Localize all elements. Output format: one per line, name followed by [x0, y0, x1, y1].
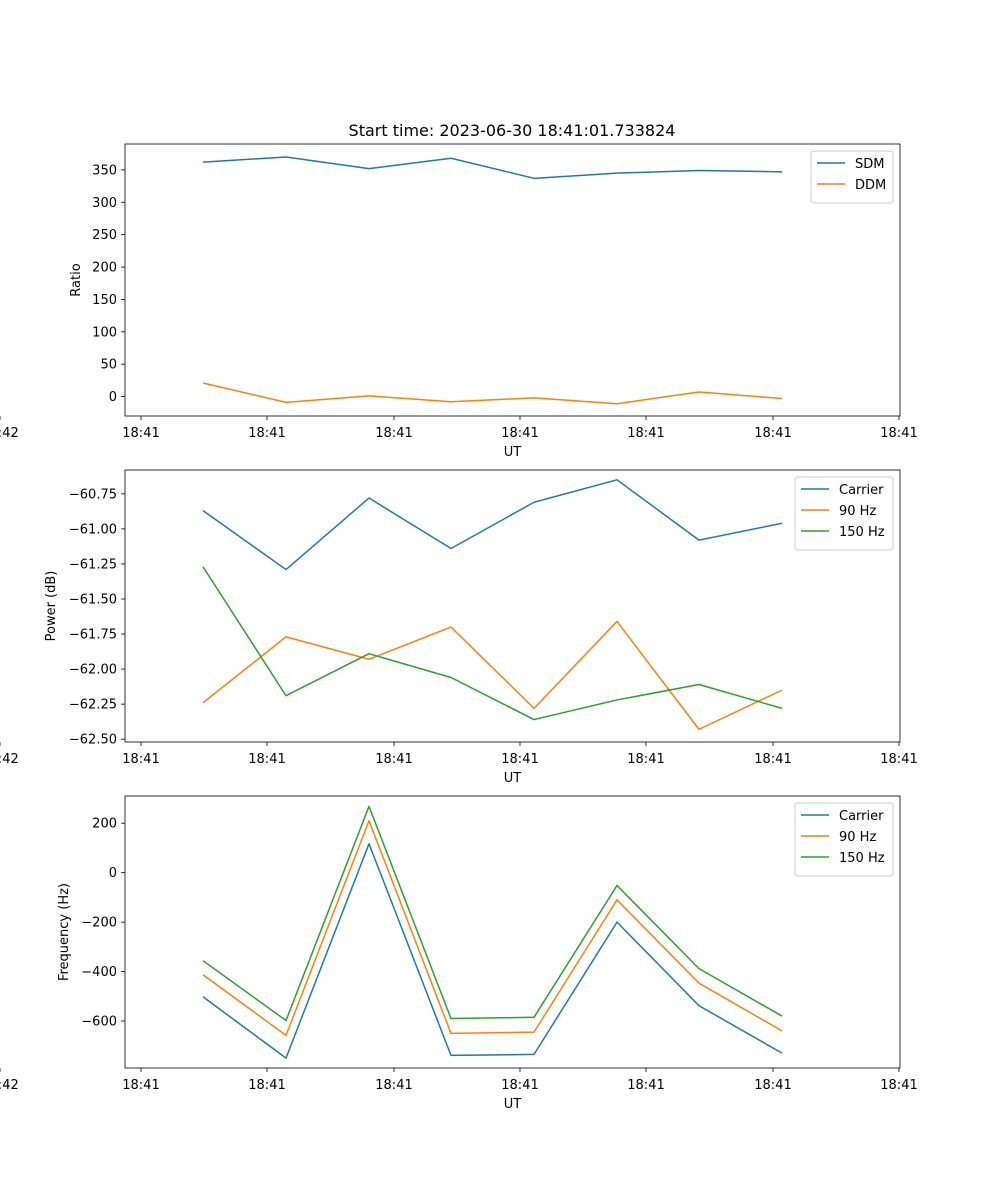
axes-frame — [124, 795, 901, 1069]
series-line-150-hz — [202, 566, 783, 721]
series-line-ddm — [202, 382, 783, 405]
legend-entry: 150 Hz — [839, 851, 885, 866]
y-tick-label: 350 — [92, 163, 117, 178]
y-tick-label: −62.25 — [69, 698, 117, 713]
legend-entry: 150 Hz — [839, 525, 885, 540]
figure-title: Start time: 2023-06-30 18:41:01.733824 — [349, 121, 676, 140]
x-tick-label: 18:41 — [880, 1078, 917, 1093]
x-tick-label: 18:41 — [248, 1078, 285, 1093]
x-tick-label: 18:41 — [501, 752, 538, 767]
y-tick-label: −60.75 — [69, 487, 117, 502]
y-tick-label: 100 — [92, 325, 117, 340]
y-tick-label: −61.50 — [69, 592, 117, 607]
x-tick-label: 18:41 — [880, 752, 917, 767]
legend-entry: 90 Hz — [839, 830, 876, 845]
series-line-90-hz — [202, 620, 783, 731]
x-axis-label: UT — [504, 445, 522, 460]
x-tick-label: 18:41 — [501, 1078, 538, 1093]
x-tick-label: 18:41 — [754, 752, 791, 767]
y-tick-label: 200 — [92, 261, 117, 276]
y-tick-label: 0 — [109, 866, 117, 881]
y-tick-label: 200 — [92, 817, 117, 832]
series-line-carrier — [202, 479, 783, 571]
legend-entry: 90 Hz — [839, 504, 876, 519]
series-line-carrier — [202, 842, 783, 1059]
y-tick-label: −400 — [81, 965, 117, 980]
x-tick-label: 18:41 — [248, 426, 285, 441]
legend-entry: Carrier — [839, 809, 884, 824]
x-tick-label: 18:41 — [627, 752, 664, 767]
y-axis-label: Frequency (Hz) — [57, 883, 72, 981]
x-tick-label: 18:41 — [501, 426, 538, 441]
x-tick-label: 18:41 — [122, 426, 159, 441]
x-axis-label: UT — [504, 1097, 522, 1112]
x-tick-label: 18:41 — [754, 1078, 791, 1093]
x-tick-label: 18:41 — [375, 752, 412, 767]
x-tick-label: 18:41 — [627, 426, 664, 441]
x-axis-label: UT — [504, 771, 522, 786]
legend-entry: DDM — [855, 178, 886, 193]
subplot-2: 18:41 18:41 18:41 18:41 18:41 18:41 18:41 18:42… — [0, 469, 918, 786]
x-tick-label: 18:41 — [880, 426, 917, 441]
series-line-sdm — [202, 156, 783, 180]
y-tick-label: −600 — [81, 1015, 117, 1030]
y-axis-label: Ratio — [69, 263, 84, 296]
y-axis-label: Power (dB) — [44, 571, 59, 642]
y-tick-label: −200 — [81, 916, 117, 931]
x-tick-label: 18:42 — [0, 752, 19, 767]
legend: SDM DDM — [810, 150, 894, 204]
x-tick-label: 18:42 — [0, 426, 19, 441]
series-line-150-hz — [202, 805, 783, 1022]
x-tick-label: 18:41 — [248, 752, 285, 767]
x-tick-label: 18:41 — [627, 1078, 664, 1093]
x-tick-label: 18:41 — [754, 426, 791, 441]
x-tick-label: 18:41 — [375, 426, 412, 441]
y-tick-label: 300 — [92, 196, 117, 211]
y-tick-label: −61.75 — [69, 628, 117, 643]
y-tick-label: 150 — [92, 293, 117, 308]
y-tick-label: 250 — [92, 228, 117, 243]
subplot-1: 18:41 18:41 18:41 18:41 18:41 18:41 18:41 18:42… — [0, 143, 918, 460]
x-tick-label: 18:42 — [0, 1078, 19, 1093]
x-tick-label: 18:41 — [122, 752, 159, 767]
subplots: 18:41 18:41 18:41 18:41 18:41 18:41 18:41 18:42… — [0, 143, 918, 1112]
y-tick-label: −62.50 — [69, 733, 117, 748]
axes-frame — [124, 143, 901, 417]
y-tick-label: −62.00 — [69, 663, 117, 678]
y-tick-label: 0 — [109, 390, 117, 405]
legend: Carrier 90 Hz 150 Hz — [794, 802, 894, 877]
legend-entry: Carrier — [839, 483, 884, 498]
y-tick-label: −61.25 — [69, 557, 117, 572]
legend: Carrier 90 Hz 150 Hz — [794, 476, 894, 551]
series-line-90-hz — [202, 819, 783, 1037]
legend-box — [810, 150, 894, 204]
x-tick-label: 18:41 — [375, 1078, 412, 1093]
x-tick-label: 18:41 — [122, 1078, 159, 1093]
axes-frame — [124, 469, 901, 743]
legend-entry: SDM — [855, 157, 884, 172]
subplot-3: 18:41 18:41 18:41 18:41 18:41 18:41 18:41 18:42… — [0, 795, 918, 1112]
y-tick-label: 50 — [100, 358, 117, 373]
y-tick-label: −61.00 — [69, 522, 117, 537]
